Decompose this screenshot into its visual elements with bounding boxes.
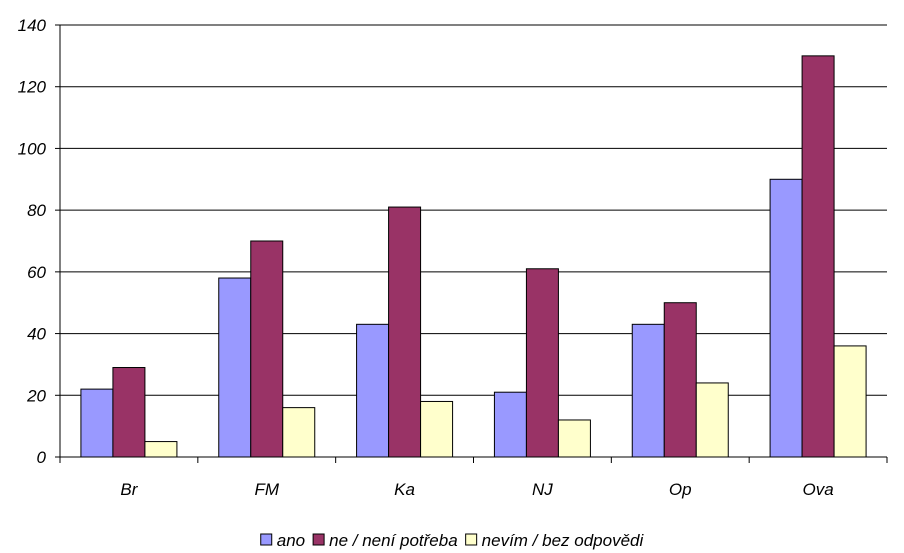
x-category-label: Ka: [394, 480, 415, 499]
x-category-label: Ova: [802, 480, 833, 499]
x-category-labels: Br FM Ka NJ Op Ova: [120, 480, 833, 499]
legend-label: ne / není potřeba: [329, 531, 458, 550]
y-tick-label: 0: [37, 448, 47, 467]
legend-swatch: [260, 533, 273, 546]
legend-item-2: nevím / bez odpovědi: [465, 531, 645, 550]
bar-NJ-0: [493, 391, 527, 458]
bar-Op-1: [663, 302, 697, 458]
legend-item-0: ano: [260, 531, 305, 550]
bar-NJ-2: [557, 419, 591, 458]
bar-Ka-0: [356, 323, 390, 458]
y-tick-label: 80: [27, 201, 46, 220]
y-tick-label: 20: [26, 386, 46, 405]
bar-NJ-1: [525, 268, 559, 458]
y-tick-label: 40: [27, 325, 46, 344]
y-tick-label: 100: [18, 139, 47, 158]
bar-FM-2: [282, 407, 316, 458]
legend-item-1: ne / není potřeba: [312, 531, 458, 550]
legend-label: ano: [277, 531, 305, 550]
y-tick-label: 140: [18, 16, 47, 35]
bar-Br-0: [80, 388, 114, 458]
bar-FM-0: [218, 277, 252, 458]
bar-Ova-0: [769, 178, 803, 458]
legend-label: nevím / bez odpovědi: [482, 531, 645, 550]
y-tick-label: 120: [18, 78, 47, 97]
bar-Ka-1: [388, 206, 422, 458]
bar-Br-2: [144, 441, 178, 458]
legend: ano ne / není potřeba nevím / bez odpovědi: [260, 531, 645, 550]
legend-swatch: [312, 533, 325, 546]
bars: [80, 55, 867, 458]
gridlines: [60, 24, 887, 396]
bar-Op-0: [631, 323, 665, 458]
x-category-label: NJ: [532, 480, 553, 499]
bar-Br-1: [112, 367, 146, 458]
bar-Ova-2: [833, 345, 867, 458]
legend-swatch: [465, 533, 478, 546]
x-category-label: Br: [120, 480, 138, 499]
x-category-label: FM: [254, 480, 279, 499]
axes: [55, 24, 888, 463]
bar-Ova-1: [801, 55, 835, 458]
bar-FM-1: [250, 240, 284, 458]
y-tick-label: 60: [27, 263, 46, 282]
y-tick-labels: 0 20 40 60 80 100 120 140: [18, 16, 47, 467]
x-category-label: Op: [669, 480, 692, 499]
bar-Op-2: [695, 382, 729, 458]
bar-Ka-2: [420, 400, 454, 458]
